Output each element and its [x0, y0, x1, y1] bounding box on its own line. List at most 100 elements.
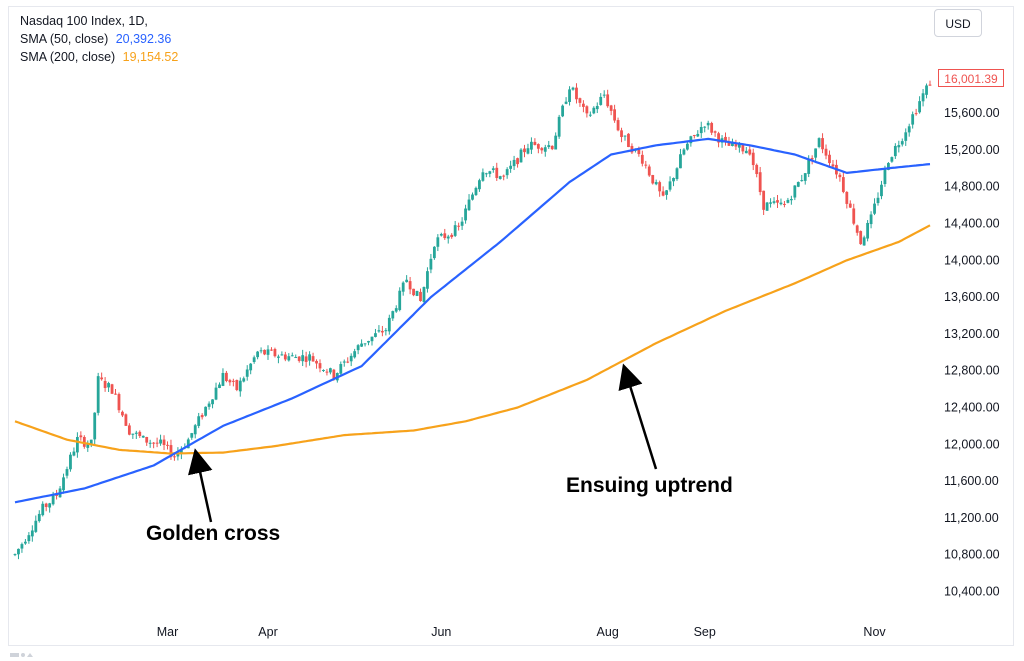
candle-body [374, 333, 377, 337]
candle-body [65, 469, 69, 476]
candle-body [713, 131, 717, 133]
candle-body [731, 142, 734, 147]
candle-body [640, 154, 644, 164]
candle-body [658, 182, 662, 192]
x-tick-label: Sep [694, 625, 716, 639]
candle-body [561, 105, 565, 117]
candle-body [588, 114, 592, 116]
candle-body [166, 444, 169, 446]
candle-body [800, 180, 804, 182]
candle-body [446, 236, 450, 239]
candle-body [380, 330, 384, 333]
candle-body [155, 442, 159, 444]
candle-body [796, 182, 800, 187]
candle-body [204, 406, 208, 416]
candle-body [803, 173, 807, 181]
candle-body [141, 435, 145, 438]
candle-body [436, 237, 440, 247]
candle-body [907, 126, 911, 133]
candle-body [880, 184, 883, 197]
candle-body [519, 149, 523, 163]
y-tick-label: 15,600.00 [944, 106, 1000, 120]
candle-body [273, 349, 277, 357]
candle-body [613, 109, 617, 121]
candle-body [464, 208, 467, 221]
candle-body [599, 96, 603, 105]
candle-body [356, 345, 360, 351]
candle-body [928, 84, 932, 86]
candle-body [692, 135, 696, 137]
candle-body [876, 197, 880, 204]
candle-body [620, 130, 623, 138]
candle-body [491, 168, 495, 171]
y-tick-label: 12,800.00 [944, 364, 1000, 378]
y-tick-label: 15,200.00 [944, 143, 1000, 157]
candle-body [96, 376, 100, 413]
candle-body [218, 384, 221, 388]
candle-body [387, 317, 391, 332]
candle-body [110, 384, 114, 394]
candle-body [30, 530, 34, 537]
candle-body [807, 159, 811, 174]
candle-body [107, 383, 110, 388]
candle-body [564, 101, 568, 104]
candle-body [311, 356, 315, 362]
candle-body [377, 330, 381, 332]
candle-body [190, 433, 194, 438]
candle-body [17, 548, 20, 555]
candle-body [270, 349, 273, 351]
candle-body [179, 448, 183, 454]
candle-body [360, 343, 363, 347]
candle-body [62, 477, 65, 491]
candle-body [186, 439, 190, 449]
candle-body [148, 442, 152, 444]
y-tick-label: 14,000.00 [944, 253, 1000, 267]
candle-body [221, 372, 225, 386]
candle-body [831, 164, 835, 167]
candle-body [474, 187, 478, 196]
candle-body [821, 138, 824, 150]
candle-body [724, 136, 727, 142]
candle-body [647, 166, 651, 176]
candle-body [457, 225, 461, 227]
legend-sma50-value: 20,392.36 [115, 32, 172, 46]
candle-body [245, 369, 249, 377]
candle-body [235, 380, 239, 390]
candle-body [367, 340, 370, 343]
candle-body [848, 203, 852, 208]
candle-body [415, 290, 419, 296]
candle-body [793, 185, 797, 198]
candle-body [481, 172, 485, 181]
candle-body [401, 282, 405, 292]
y-tick-label: 14,400.00 [944, 217, 1000, 231]
candle-body [679, 154, 682, 169]
candle-body [488, 171, 492, 174]
candle-body [44, 503, 48, 507]
candle-body [228, 380, 232, 383]
candle-body [225, 372, 228, 381]
candle-body [332, 369, 336, 379]
x-tick-label: Mar [157, 625, 179, 639]
candle-body [568, 89, 571, 102]
currency-button[interactable]: USD [934, 9, 982, 37]
candle-body [779, 202, 783, 205]
candle-body [543, 147, 547, 152]
candle-body [786, 199, 790, 203]
candle-body [859, 231, 863, 245]
candle-body [13, 554, 17, 556]
candle-body [699, 126, 703, 134]
legend-symbol: Nasdaq 100 Index, 1D, [20, 14, 148, 28]
candle-body [595, 105, 599, 110]
candle-body [516, 158, 519, 165]
candle-body [287, 356, 291, 361]
candle-body [280, 354, 284, 356]
candle-body [495, 167, 499, 179]
candle-body [426, 271, 429, 289]
candle-body [162, 439, 166, 446]
uptrend-label: Ensuing uptrend [566, 474, 733, 497]
candle-body [283, 354, 287, 360]
candle-body [824, 148, 828, 156]
y-tick-label: 12,000.00 [944, 437, 1000, 451]
candle-body [259, 350, 263, 352]
